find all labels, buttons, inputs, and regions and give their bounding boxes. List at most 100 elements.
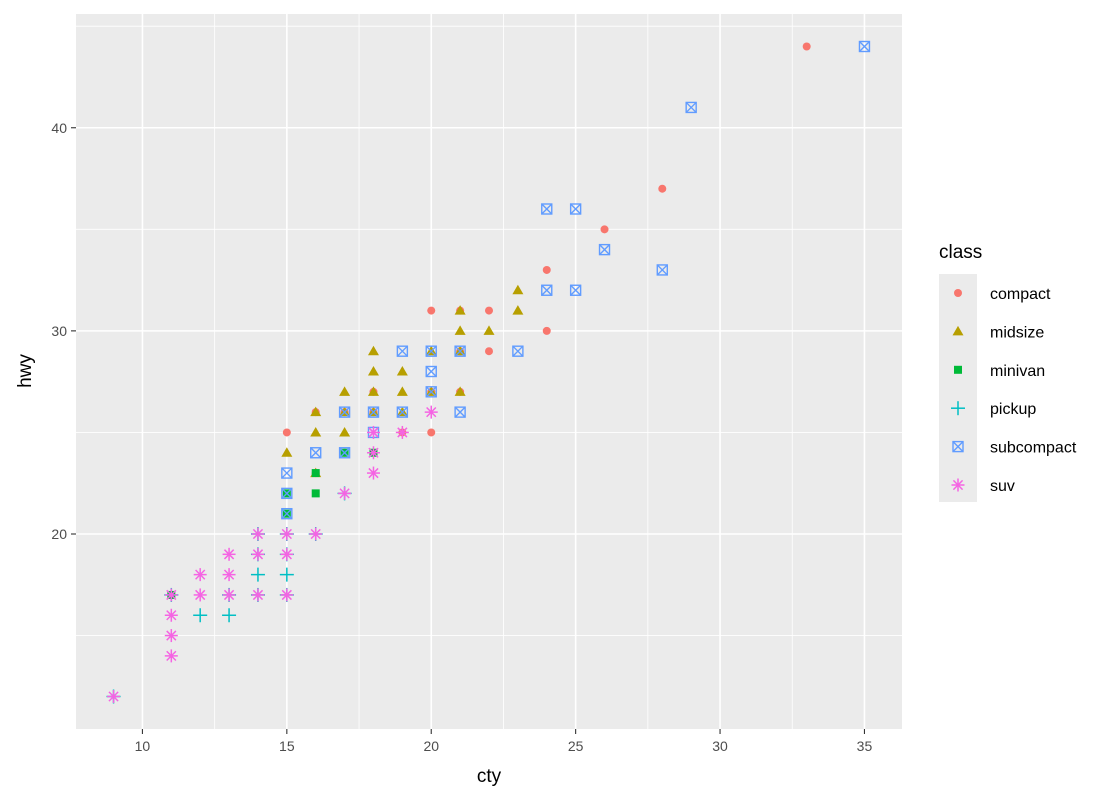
data-point-midsize bbox=[310, 426, 322, 437]
legend-key-background bbox=[939, 274, 977, 502]
data-point-midsize bbox=[454, 325, 466, 335]
legend: class compact midsize minivan pickup subcomp… bbox=[939, 242, 1077, 502]
data-point-compact bbox=[485, 306, 493, 315]
data-point-compact bbox=[802, 42, 811, 51]
data-point-suv bbox=[251, 588, 265, 602]
data-point-midsize bbox=[396, 386, 408, 396]
data-point-midsize bbox=[483, 325, 495, 335]
data-point-minivan bbox=[311, 489, 320, 498]
data-point-midsize bbox=[281, 447, 293, 457]
data-point-suv bbox=[366, 425, 380, 439]
y-tick-label: 40 bbox=[51, 120, 67, 136]
legend-key-minivan bbox=[954, 365, 962, 374]
data-point-midsize bbox=[454, 305, 466, 315]
data-point-subcompact bbox=[541, 203, 553, 215]
y-tick-label: 20 bbox=[51, 526, 67, 542]
legend-key-subcompact bbox=[952, 440, 964, 453]
data-point-suv bbox=[280, 547, 294, 561]
data-point-suv bbox=[107, 690, 121, 703]
data-point-pickup bbox=[193, 608, 208, 623]
data-point-pickup bbox=[222, 608, 237, 623]
data-point-subcompact bbox=[396, 345, 409, 357]
data-point-subcompact bbox=[512, 345, 524, 357]
data-point-suv bbox=[251, 547, 265, 561]
data-point-midsize bbox=[454, 386, 466, 396]
data-point-subcompact bbox=[569, 284, 582, 296]
y-tick-label: 30 bbox=[51, 323, 67, 339]
data-point-compact bbox=[600, 225, 609, 234]
data-point-compact bbox=[542, 326, 551, 335]
data-point-compact bbox=[485, 347, 493, 356]
data-point-minivan bbox=[311, 469, 320, 478]
data-point-compact bbox=[542, 265, 551, 274]
data-point-midsize bbox=[310, 406, 322, 417]
data-point-midsize bbox=[512, 284, 524, 295]
x-tick-label: 20 bbox=[423, 738, 439, 754]
data-point-suv bbox=[222, 588, 236, 602]
data-point-suv bbox=[222, 568, 236, 582]
data-point-subcompact bbox=[425, 345, 437, 357]
data-point-subcompact bbox=[338, 406, 351, 418]
legend-label-suv: suv bbox=[990, 478, 1015, 495]
minor-gridlines bbox=[76, 14, 902, 729]
x-tick-label: 10 bbox=[135, 738, 151, 754]
data-point-suv bbox=[366, 466, 380, 480]
legend-key-midsize bbox=[952, 325, 964, 336]
data-point-suv bbox=[424, 405, 438, 419]
legend-label-compact: compact bbox=[990, 286, 1051, 303]
legend-key-pickup bbox=[951, 401, 965, 416]
x-tick-label: 30 bbox=[712, 738, 728, 754]
data-point-compact bbox=[282, 428, 291, 437]
data-point-pickup bbox=[279, 567, 294, 582]
legend-key-compact bbox=[954, 289, 962, 297]
data-point-subcompact bbox=[425, 365, 437, 378]
legend-label-subcompact: subcompact bbox=[990, 440, 1077, 457]
data-point-suv bbox=[280, 527, 294, 541]
data-point-subcompact bbox=[454, 345, 466, 357]
data-point-suv bbox=[164, 608, 178, 622]
data-point-subcompact bbox=[367, 406, 380, 418]
data-point-midsize bbox=[512, 305, 524, 315]
y-axis: 20 30 40 bbox=[51, 120, 76, 542]
data-point-suv bbox=[309, 527, 323, 541]
data-point-subcompact bbox=[425, 386, 437, 398]
data-point-suv bbox=[164, 588, 178, 602]
legend-label-minivan: minivan bbox=[990, 363, 1045, 380]
data-point-subcompact bbox=[281, 487, 293, 500]
data-point-subcompact bbox=[338, 447, 351, 459]
data-point-subcompact bbox=[569, 203, 582, 215]
data-point-suv bbox=[164, 649, 178, 663]
data-point-subcompact bbox=[598, 243, 611, 256]
data-point-subcompact bbox=[281, 507, 293, 520]
data-point-compact bbox=[658, 184, 667, 193]
data-point-subcompact bbox=[541, 284, 553, 296]
data-point-subcompact bbox=[685, 101, 697, 114]
legend-items: compact midsize minivan pickup subcompact suv bbox=[951, 286, 1077, 495]
data-points bbox=[106, 40, 871, 704]
data-point-suv bbox=[395, 425, 409, 439]
data-point-subcompact bbox=[281, 467, 293, 479]
plot-panel bbox=[76, 14, 902, 729]
data-point-suv bbox=[280, 588, 294, 602]
data-point-suv bbox=[222, 547, 236, 561]
legend-label-midsize: midsize bbox=[990, 324, 1044, 341]
data-point-suv bbox=[164, 629, 178, 643]
data-point-subcompact bbox=[656, 264, 668, 276]
x-axis-title: cty bbox=[477, 766, 502, 787]
data-point-compact bbox=[427, 428, 436, 437]
x-axis: 10 15 20 25 30 35 bbox=[135, 729, 873, 754]
x-tick-label: 35 bbox=[857, 738, 873, 754]
data-point-suv bbox=[251, 527, 265, 541]
data-point-suv bbox=[366, 446, 380, 460]
data-point-suv bbox=[193, 568, 207, 582]
x-tick-label: 15 bbox=[279, 738, 295, 754]
data-point-midsize bbox=[339, 386, 351, 396]
data-point-midsize bbox=[367, 386, 379, 396]
data-point-midsize bbox=[339, 426, 351, 437]
legend-title: class bbox=[939, 242, 982, 263]
data-point-midsize bbox=[367, 366, 379, 376]
data-point-midsize bbox=[367, 345, 379, 356]
y-axis-title: hwy bbox=[15, 354, 36, 388]
data-point-midsize bbox=[396, 366, 408, 376]
